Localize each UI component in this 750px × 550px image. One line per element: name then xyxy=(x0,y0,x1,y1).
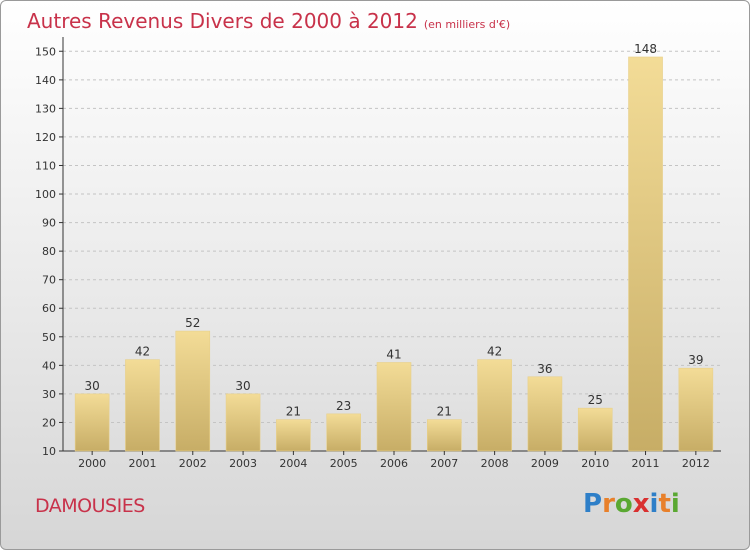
bar-2011 xyxy=(628,56,663,452)
y-tick-label: 100 xyxy=(35,188,56,201)
bar-2007 xyxy=(427,419,462,452)
y-tick-label: 20 xyxy=(42,416,56,429)
logo-letter: r xyxy=(602,489,615,519)
bar-2010 xyxy=(577,407,613,452)
logo-letter: i xyxy=(670,489,680,519)
data-label-2008: 42 xyxy=(487,345,502,359)
y-tick-label: 30 xyxy=(42,388,56,401)
data-label-2012: 39 xyxy=(688,353,703,367)
bar-2001 xyxy=(125,359,160,452)
bar-2012 xyxy=(678,367,714,452)
bar-2009 xyxy=(527,376,563,452)
bar-2000 xyxy=(74,393,110,452)
x-tick-label-2003: 2003 xyxy=(229,457,257,470)
y-tick-label: 10 xyxy=(42,445,56,458)
y-tick-label: 70 xyxy=(42,274,56,287)
y-tick-label: 140 xyxy=(35,74,56,87)
y-tick-label: 40 xyxy=(42,359,56,372)
x-tick-label-2011: 2011 xyxy=(632,457,660,470)
x-tick-label-2005: 2005 xyxy=(330,457,358,470)
data-label-2006: 41 xyxy=(386,347,401,361)
y-tick-label: 90 xyxy=(42,217,56,230)
chart-title-text: Autres Revenus Divers de 2000 à 2012 xyxy=(27,9,418,33)
bar-2006 xyxy=(376,362,412,452)
y-tick-label: 110 xyxy=(35,159,56,172)
data-label-2002: 52 xyxy=(185,316,200,330)
logo-letter: x xyxy=(632,489,650,519)
data-label-2007: 21 xyxy=(437,405,452,419)
x-tick-label-2012: 2012 xyxy=(682,457,710,470)
data-label-2010: 25 xyxy=(588,393,603,407)
x-tick-label-2002: 2002 xyxy=(179,457,207,470)
x-tick-label-2004: 2004 xyxy=(279,457,307,470)
bar-2003 xyxy=(225,393,261,452)
data-label-2004: 21 xyxy=(286,405,301,419)
chart-subtitle: (en milliers d'€) xyxy=(423,18,511,31)
y-tick-label: 80 xyxy=(42,245,56,258)
data-label-2001: 42 xyxy=(135,345,150,359)
data-label-2009: 36 xyxy=(537,362,552,376)
bar-2002 xyxy=(175,330,211,452)
logo-letter: i xyxy=(649,489,659,519)
x-tick-label-2000: 2000 xyxy=(78,457,106,470)
logo-letter: o xyxy=(614,489,633,519)
x-tick-label-2007: 2007 xyxy=(430,457,458,470)
x-tick-label-2009: 2009 xyxy=(531,457,559,470)
y-tick-label: 130 xyxy=(35,102,56,115)
y-tick-label: 50 xyxy=(42,331,56,344)
chart-title: Autres Revenus Divers de 2000 à 2012 (en … xyxy=(27,9,510,33)
data-label-2005: 23 xyxy=(336,399,351,413)
bar-2004 xyxy=(276,419,311,452)
logo-letter: P xyxy=(583,489,603,519)
x-tick-label-2010: 2010 xyxy=(581,457,609,470)
y-tick-label: 120 xyxy=(35,131,56,144)
y-tick-label: 150 xyxy=(35,45,56,58)
commune-name: DAMOUSIES xyxy=(35,495,145,517)
proxiti-logo: Proxiti xyxy=(583,489,680,519)
logo-letter: t xyxy=(658,489,671,519)
bar-2008 xyxy=(477,359,512,452)
x-tick-label-2006: 2006 xyxy=(380,457,408,470)
x-tick-label-2001: 2001 xyxy=(128,457,156,470)
y-tick-label: 60 xyxy=(42,302,56,315)
bar-2005 xyxy=(326,413,361,452)
data-label-2000: 30 xyxy=(85,379,100,393)
data-label-2003: 30 xyxy=(235,379,250,393)
x-tick-label-2008: 2008 xyxy=(481,457,509,470)
data-label-2011: 148 xyxy=(634,42,657,56)
